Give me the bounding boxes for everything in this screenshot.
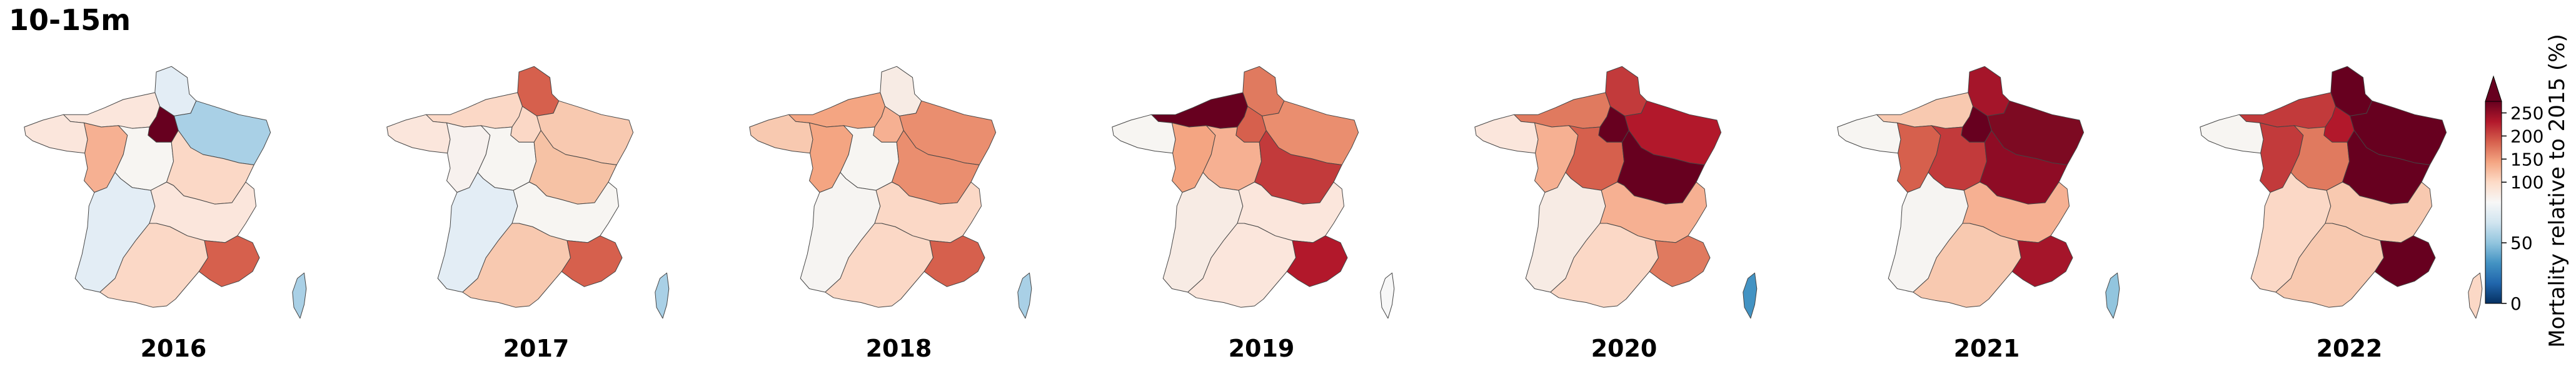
- year-label-2022: 2022: [2317, 335, 2383, 362]
- map-panel-2018: 2018: [749, 66, 1032, 362]
- region-paca-2016: [198, 235, 260, 287]
- region-occ-2020: [1550, 223, 1659, 308]
- france-map-2021: [1837, 66, 2120, 319]
- map-panel-2016: 2016: [24, 66, 307, 362]
- colorbar-gradient: [2485, 101, 2502, 304]
- colorbar-tick-label: 0: [2510, 293, 2522, 314]
- region-cor-2018: [1017, 272, 1032, 319]
- year-label-2017: 2017: [503, 335, 570, 362]
- france-map-2018: [749, 66, 1032, 319]
- region-paca-2019: [1286, 235, 1348, 287]
- france-map-2022: [2200, 66, 2483, 319]
- colorbar-label: Mortality relative to 2015 (%): [2545, 34, 2570, 348]
- year-label-2020: 2020: [1591, 335, 1658, 362]
- colorbar-tick-label: 50: [2510, 233, 2533, 253]
- france-map-2020: [1474, 66, 1758, 319]
- region-cor-2017: [655, 272, 670, 319]
- colorbar-tick-label: 250: [2510, 103, 2543, 123]
- region-occ-2022: [2275, 223, 2384, 308]
- region-occ-2019: [1187, 223, 1296, 308]
- year-label-2019: 2019: [1229, 335, 1295, 362]
- region-occ-2018: [825, 223, 933, 308]
- map-panel-2021: 2021: [1837, 66, 2120, 362]
- region-paca-2017: [561, 235, 623, 287]
- region-occ-2016: [99, 223, 208, 308]
- map-panel-2019: 2019: [1112, 66, 1395, 362]
- year-label-2018: 2018: [866, 335, 932, 362]
- region-occ-2017: [462, 223, 571, 308]
- colorbar-tick-label: 150: [2510, 149, 2543, 170]
- colorbar-tick-label: 200: [2510, 126, 2543, 146]
- map-panel-2022: 2022: [2200, 66, 2483, 362]
- map-panels: 2016 2017 2018 2019 2020 2021 2022: [24, 66, 2483, 362]
- map-panel-2020: 2020: [1474, 66, 1758, 362]
- region-cor-2016: [292, 272, 307, 319]
- region-cor-2021: [2105, 272, 2120, 319]
- france-map-2016: [24, 66, 307, 319]
- figure-title: 10-15m: [9, 3, 131, 37]
- region-paca-2020: [1649, 235, 1711, 287]
- year-label-2021: 2021: [1954, 335, 2020, 362]
- map-panel-2017: 2017: [386, 66, 670, 362]
- region-cor-2022: [2468, 272, 2483, 319]
- colorbar-extend-arrow: [2485, 75, 2502, 102]
- region-paca-2018: [923, 235, 985, 287]
- region-paca-2021: [2011, 235, 2073, 287]
- region-cor-2019: [1380, 272, 1395, 319]
- region-occ-2021: [1913, 223, 2021, 308]
- region-paca-2022: [2374, 235, 2436, 287]
- france-map-2019: [1112, 66, 1395, 319]
- colorbar-tick-label: 100: [2510, 172, 2543, 193]
- year-label-2016: 2016: [141, 335, 207, 362]
- region-cor-2020: [1743, 272, 1758, 319]
- france-map-2017: [386, 66, 670, 319]
